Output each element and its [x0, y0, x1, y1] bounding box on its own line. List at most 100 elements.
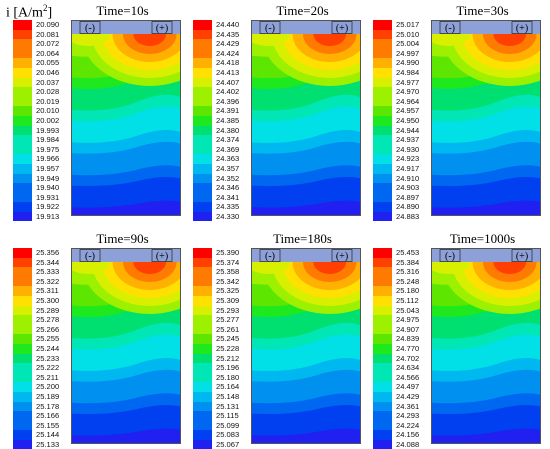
legend-swatch [193, 420, 212, 431]
legend-swatch [13, 20, 32, 30]
legend-row: 20.010 [13, 106, 71, 116]
minus-electrode-box [79, 249, 101, 262]
legend-swatch [373, 96, 392, 107]
legend-row: 25.017 [373, 20, 431, 30]
legend-swatch [373, 183, 392, 193]
legend-label: 24.380 [216, 125, 240, 135]
legend-row: 24.890 [373, 202, 431, 212]
contour-panel: Time=30s 25.017 25.010 25.004 24.997 24.990 24… [365, 3, 545, 222]
legend-row: 20.090 [13, 20, 71, 30]
legend-label: 19.913 [36, 211, 60, 221]
legend-label: 25.112 [396, 295, 419, 305]
legend-swatch [373, 334, 392, 344]
quantity-label: i [A/m2] [6, 0, 52, 22]
legend-label: 25.344 [36, 257, 60, 267]
panel-title: Time=30s [456, 3, 509, 18]
legend-label: 25.255 [36, 334, 60, 344]
legend-row: 25.180 [373, 286, 431, 296]
contour-field: (-) (+) [431, 248, 541, 444]
legend-row: 24.702 [373, 353, 431, 364]
legend-row: 24.566 [373, 372, 431, 383]
legend-label: 25.300 [36, 295, 60, 305]
legend-row: 25.316 [373, 267, 431, 277]
legend-swatch [13, 286, 32, 296]
plus-electrode-label: (+) [336, 251, 348, 262]
legend-label: 24.385 [216, 115, 240, 125]
plus-electrode-label: (+) [156, 251, 168, 262]
minus-electrode-label: (-) [85, 23, 95, 34]
legend-swatch [13, 173, 32, 184]
legend-label: 24.903 [396, 183, 420, 193]
electrode-band [252, 21, 360, 34]
legend-row: 20.046 [13, 67, 71, 78]
legend-row: 25.228 [193, 343, 251, 354]
legend-swatch [193, 67, 212, 78]
legend-swatch [13, 295, 32, 306]
legend-label: 24.224 [396, 420, 420, 430]
legend-row: 24.634 [373, 363, 431, 373]
legend-swatch [13, 334, 32, 344]
legend-row: 25.261 [193, 324, 251, 335]
legend-swatch [373, 115, 392, 126]
legend-row: 19.957 [13, 163, 71, 174]
legend-swatch [373, 211, 392, 222]
contour-band [72, 200, 180, 215]
legend-row: 19.984 [13, 135, 71, 145]
legend-swatch [373, 401, 392, 412]
legend-swatch [13, 401, 32, 412]
legend-swatch [193, 305, 212, 316]
legend-swatch [13, 382, 32, 392]
legend-row: 25.344 [13, 257, 71, 268]
contour-band [252, 428, 360, 443]
legend-swatch [13, 391, 32, 402]
legend-swatch [373, 173, 392, 184]
legend-swatch [373, 257, 392, 268]
legend-row: 25.277 [193, 315, 251, 325]
legend-label: 25.211 [36, 372, 59, 382]
color-legend: 25.390 25.374 25.358 25.342 25.325 25.309 25.2… [193, 248, 251, 449]
legend-row: 25.266 [13, 324, 71, 335]
legend-swatch [193, 334, 212, 344]
legend-row: 24.440 [193, 20, 251, 30]
legend-label: 25.189 [36, 391, 60, 401]
legend-swatch [13, 324, 32, 335]
legend-swatch [373, 67, 392, 78]
legend-label: 25.248 [396, 276, 420, 286]
legend-swatch [373, 382, 392, 392]
legend-label: 24.997 [396, 48, 420, 58]
legend-swatch [373, 39, 392, 49]
legend-swatch [13, 420, 32, 431]
legend-row: 24.903 [373, 183, 431, 193]
legend-label: 25.311 [36, 286, 59, 296]
legend-row: 24.429 [193, 39, 251, 49]
legend-row: 25.144 [13, 430, 71, 440]
legend-label: 24.391 [216, 106, 240, 116]
legend-label: 24.429 [216, 39, 240, 49]
plus-electrode-box [511, 249, 533, 262]
legend-swatch [193, 295, 212, 306]
legend-row: 24.374 [193, 135, 251, 145]
legend-row: 25.180 [193, 372, 251, 383]
contour-field: (-) (+) [71, 248, 181, 444]
legend-swatch [13, 67, 32, 78]
legend-swatch [373, 315, 392, 325]
legend-label: 25.356 [36, 248, 60, 257]
legend-row: 25.148 [193, 391, 251, 402]
legend-label: 25.180 [216, 372, 240, 382]
legend-label: 25.115 [216, 411, 239, 421]
color-legend: 24.440 24.435 24.429 24.424 24.418 24.413 24.4… [193, 20, 251, 222]
legend-row: 24.957 [373, 106, 431, 116]
legend-label: 19.931 [36, 192, 60, 202]
legend-label: 24.975 [396, 315, 420, 325]
legend-swatch [373, 20, 392, 30]
legend-row: 25.166 [13, 411, 71, 421]
legend-row: 24.335 [193, 202, 251, 212]
contour-panel: Time=90s 25.356 25.344 25.333 25.322 25.311 25… [5, 232, 185, 449]
legend-row: 25.333 [13, 267, 71, 277]
legend-row: 24.930 [373, 144, 431, 155]
legend-swatch [373, 286, 392, 296]
plus-electrode-label: (+) [156, 23, 168, 34]
legend-row: 24.975 [373, 315, 431, 325]
legend-row: 20.037 [13, 77, 71, 88]
legend-row: 25.322 [13, 276, 71, 287]
